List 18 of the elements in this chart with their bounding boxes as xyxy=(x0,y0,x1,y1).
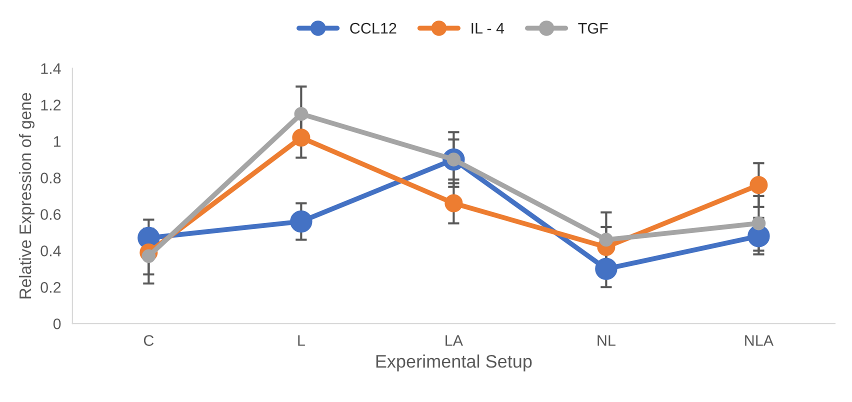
x-tick-label: NLA xyxy=(745,335,774,346)
y-tick-label: 1.2 xyxy=(41,100,61,110)
y-tick-label: 0.4 xyxy=(40,246,61,256)
y-tick-label: 0 xyxy=(53,318,61,330)
x-tick-label: L xyxy=(298,335,305,346)
legend-label: TGF xyxy=(578,22,608,34)
y-tick-label: 0.2 xyxy=(40,282,61,293)
x-tick-label: NL xyxy=(598,335,616,346)
x-tick-label: C xyxy=(144,335,154,346)
y-tick-label: 0.8 xyxy=(40,172,61,184)
x-axis-title: Experimental Setup xyxy=(376,354,532,372)
legend-label: IL - 4 xyxy=(472,23,504,34)
y-tick-label: 0.6 xyxy=(40,209,61,220)
legend-label: CCL12 xyxy=(350,22,396,34)
y-tick-label: 1.4 xyxy=(41,63,61,74)
x-tick-label: LA xyxy=(446,335,464,346)
y-tick-label: 1 xyxy=(54,136,61,147)
y-axis-title: Relative Expression of gene xyxy=(18,92,35,298)
